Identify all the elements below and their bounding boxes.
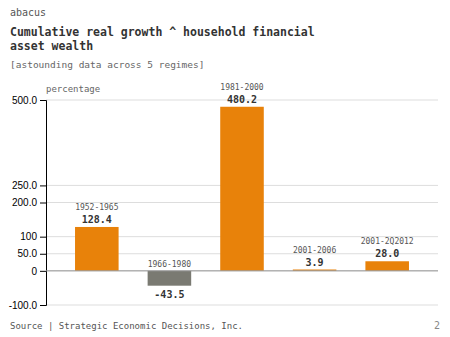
data-label: 3.9 [306, 257, 324, 268]
tick-label: 100 [20, 231, 37, 242]
zero-line [46, 270, 438, 271]
tick: 250.0 [12, 180, 46, 191]
subtitle: [astounding data across 5 regimes] [10, 59, 204, 70]
tick: 50.0 [18, 248, 46, 259]
category-label: 1952-1965 [75, 203, 119, 212]
annotation: Source | Strategic Economic Decisions, I… [10, 321, 243, 331]
grid-line [46, 305, 438, 306]
category-label: 2001-2006 [293, 246, 337, 255]
tick-mark [40, 305, 46, 306]
tick-mark [40, 100, 46, 101]
data-label: 128.4 [82, 214, 112, 225]
title: asset wealth [10, 39, 93, 53]
tick-mark [40, 271, 46, 272]
data-label: -43.5 [154, 289, 184, 300]
labels: 1952-1965 128.4 1966-1980 -43.5 1981-2000 480… [75, 83, 414, 300]
category-label: 1981-2000 [220, 83, 264, 92]
category-label: 1966-1980 [148, 260, 192, 269]
tick-label: 50.0 [18, 248, 38, 259]
plot: -100.0050.0100200.0250.0500.0percentage1… [9, 83, 438, 311]
tick: 200.0 [12, 197, 46, 208]
bar [220, 107, 264, 271]
bar [75, 227, 119, 271]
tick: -100.0 [9, 300, 46, 311]
data-label: 28.0 [375, 248, 399, 259]
grid [46, 100, 438, 305]
chart: abacus Source | Strategic Economic Decisi… [0, 0, 450, 337]
annotation: abacus [10, 7, 46, 18]
axis-title: percentage [46, 84, 100, 94]
tick-label: 200.0 [12, 197, 37, 208]
tick-label: 500.0 [12, 95, 37, 106]
bars [75, 107, 409, 286]
annotation: 2 [434, 320, 440, 331]
bar [148, 271, 192, 286]
grid-line [46, 270, 438, 271]
tick: 500.0 [12, 95, 46, 106]
tick-mark [40, 237, 46, 238]
axis-line [40, 101, 47, 306]
tick-label: 0 [31, 266, 37, 277]
data-label: 480.2 [227, 94, 257, 105]
tick-label: 250.0 [12, 180, 37, 191]
y-axis: -100.0 0 50.0 100 200.0 250.0 500.0 [9, 95, 47, 311]
tick: 100 [20, 231, 46, 242]
tick-mark [40, 185, 46, 186]
category-label: 2001-2Q2012 [361, 237, 414, 246]
tick-mark [40, 254, 46, 255]
tick-mark [40, 203, 46, 204]
tick: 0 [31, 266, 46, 277]
bar [365, 261, 409, 271]
tick-label: -100.0 [9, 300, 38, 311]
title: Cumulative real growth ^ household finan… [10, 25, 315, 39]
